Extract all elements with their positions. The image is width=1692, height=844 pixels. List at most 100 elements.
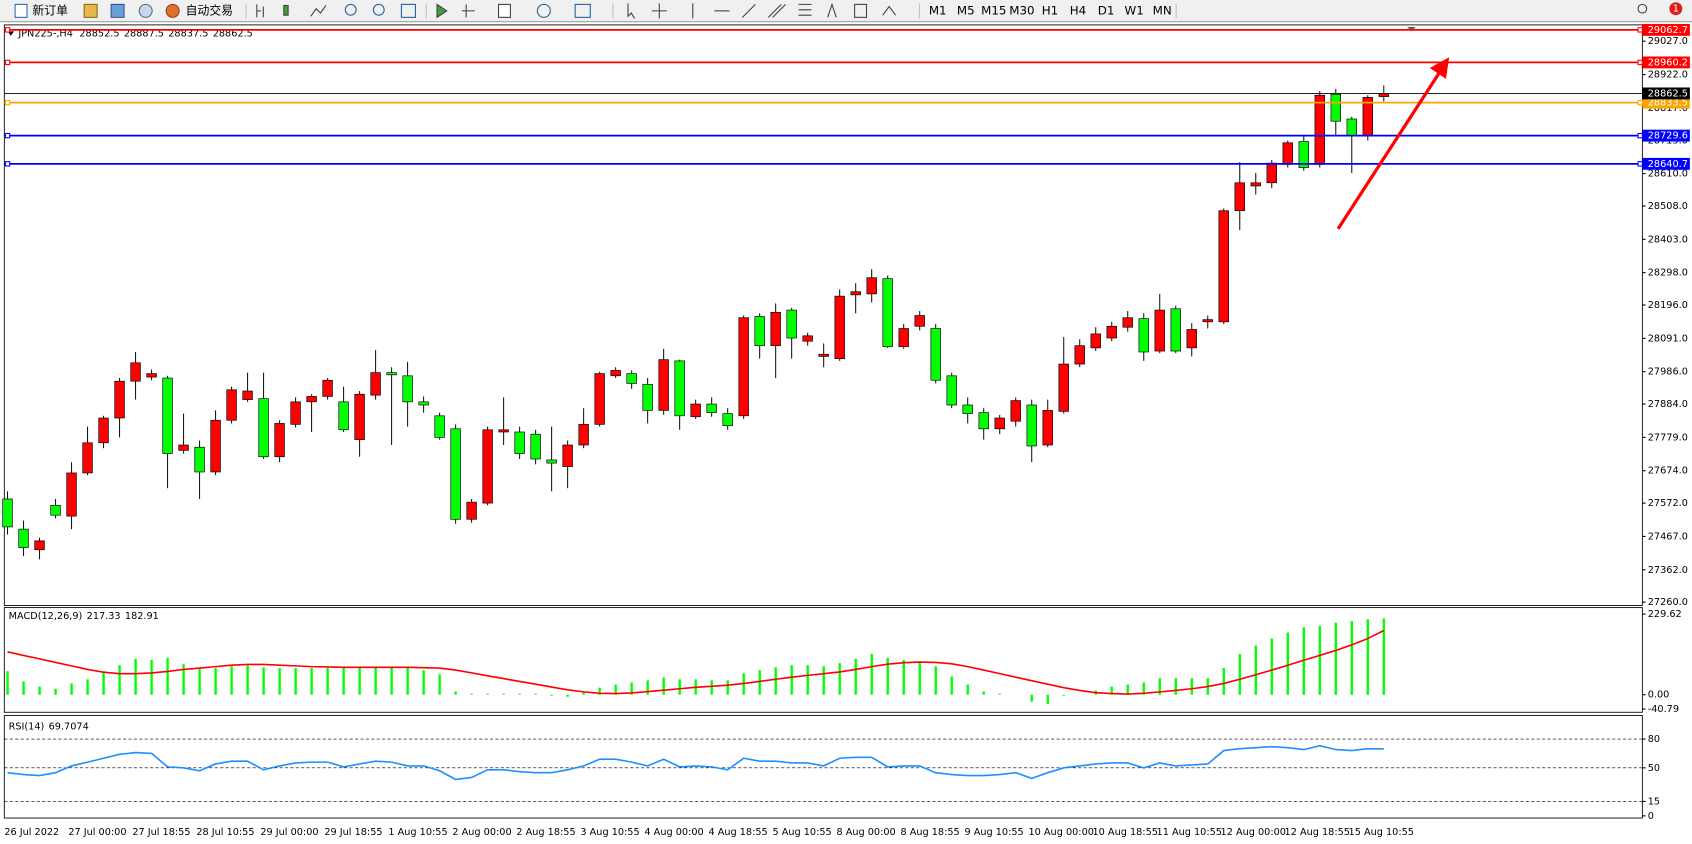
y-tick-label: 80 (1648, 734, 1660, 745)
x-tick-label: 8 Aug 18:55 (900, 827, 959, 838)
timeframe-label[interactable]: W1 (1124, 3, 1143, 17)
chart-shift[interactable] (461, 4, 475, 18)
timeframe-label[interactable]: M30 (1009, 3, 1034, 17)
toolbar-icon[interactable] (138, 3, 153, 18)
x-tick-label: 12 Aug 00:00 (1221, 827, 1286, 838)
search-icon[interactable] (1637, 3, 1648, 14)
y-tick-label: 27572.0 (1648, 498, 1688, 509)
auto-trading-icon[interactable] (165, 3, 180, 18)
label-tool[interactable] (854, 3, 868, 18)
timeframe-label[interactable]: M5 (957, 3, 975, 17)
macd-header: MACD(12,26,9) 217.33 182.91 (9, 611, 159, 622)
candle-body (370, 372, 381, 396)
timeframe-label[interactable]: H1 (1042, 3, 1058, 17)
templates[interactable] (574, 3, 591, 18)
candle-body (946, 375, 957, 406)
y-tick-label: 28610.0 (1648, 169, 1688, 180)
line-handle (1637, 161, 1643, 167)
y-tick-label: 28508.0 (1648, 201, 1688, 212)
indicators[interactable] (497, 3, 511, 18)
candle-body (226, 389, 237, 421)
x-tick-label: 4 Aug 00:00 (644, 827, 703, 838)
x-tick-label: 27 Jul 18:55 (132, 827, 190, 838)
toolbar-icon[interactable] (83, 3, 98, 18)
timeframe-label[interactable]: MN (1153, 3, 1172, 17)
last-close: 28862.5 (213, 29, 253, 40)
x-tick-label: 2 Aug 00:00 (452, 827, 511, 838)
timeframe-label[interactable]: M15 (981, 3, 1006, 17)
cursor[interactable] (627, 3, 635, 19)
y-tick-label: 27986.0 (1648, 367, 1688, 378)
candle-body (1186, 329, 1197, 349)
candle-body (898, 328, 909, 347)
y-tick-label: 15 (1648, 796, 1660, 807)
candle-body (98, 417, 109, 444)
new-order-icon[interactable] (14, 3, 28, 18)
y-tick-label: 27674.0 (1648, 466, 1688, 477)
candle-body (274, 423, 285, 458)
candle-body (498, 429, 509, 433)
auto-trading-button[interactable]: 自动交易 (186, 3, 233, 17)
timeframe-label[interactable]: H4 (1070, 3, 1086, 17)
rsi-panel (3, 715, 1643, 819)
autoscroll[interactable] (436, 3, 448, 19)
candle-body (418, 401, 429, 406)
macd-value: 217.33 (87, 611, 121, 622)
price-tag (1642, 87, 1690, 100)
candle-body (386, 372, 397, 376)
candle-body (1378, 93, 1389, 97)
candle-body (1314, 94, 1325, 165)
zoom-out[interactable] (372, 3, 385, 16)
candle-body (802, 335, 813, 342)
candle-body (1170, 308, 1181, 352)
fibonacci[interactable] (798, 3, 812, 16)
candle-body (978, 412, 989, 430)
candle-body (2, 498, 13, 528)
price-tag-label: 28862.5 (1648, 88, 1688, 99)
price-tag (1642, 129, 1690, 142)
candle-body (338, 401, 349, 431)
arrows-tool[interactable] (882, 5, 897, 16)
y-tick-label: 0.00 (1648, 690, 1670, 701)
price-tag-label: 28833.5 (1648, 98, 1688, 109)
x-tick-label: 10 Aug 00:00 (1028, 827, 1093, 838)
x-tick-label: 27 Jul 00:00 (68, 827, 126, 838)
candle-body (1026, 404, 1037, 447)
candle-body (994, 417, 1005, 430)
y-tick-label: 28922.0 (1648, 70, 1688, 81)
bar-chart-icon[interactable] (256, 4, 264, 18)
candle-body (354, 393, 365, 440)
crosshair[interactable] (651, 3, 667, 19)
timeframe-label[interactable]: M1 (929, 3, 947, 17)
candle-icon[interactable] (283, 4, 289, 16)
trendline[interactable] (742, 4, 756, 18)
candle-body (82, 442, 93, 474)
candle-body (1266, 162, 1277, 184)
new-order-button[interactable]: 新订单 (32, 3, 68, 17)
timeframe-label[interactable]: D1 (1098, 3, 1115, 17)
line-chart-icon[interactable] (310, 5, 327, 17)
chart-layer: 29027.028922.028817.028715.028610.028508… (2, 23, 1690, 838)
macd-title: MACD(12,26,9) (9, 611, 83, 622)
zoom-in[interactable] (344, 3, 357, 16)
line-handle (4, 161, 11, 167)
candle-body (594, 373, 605, 425)
candle-body (1042, 410, 1053, 446)
price-tag (1642, 56, 1690, 69)
candle-body (258, 398, 269, 458)
alert-badge[interactable] (1669, 2, 1683, 16)
line-handle (4, 59, 11, 66)
tile-windows[interactable] (400, 3, 416, 18)
line-handle (1637, 132, 1643, 139)
toolbar-icon[interactable] (110, 3, 125, 18)
y-tick-label: 28403.0 (1648, 234, 1688, 245)
text-tool[interactable] (827, 2, 837, 18)
candle-body (1282, 142, 1293, 165)
line-handle (1637, 99, 1643, 106)
price-tag (1642, 96, 1690, 109)
candle-body (626, 373, 637, 384)
periods[interactable] (536, 3, 551, 18)
channel[interactable] (767, 4, 786, 18)
alert-count[interactable]: 1 (1673, 4, 1679, 15)
